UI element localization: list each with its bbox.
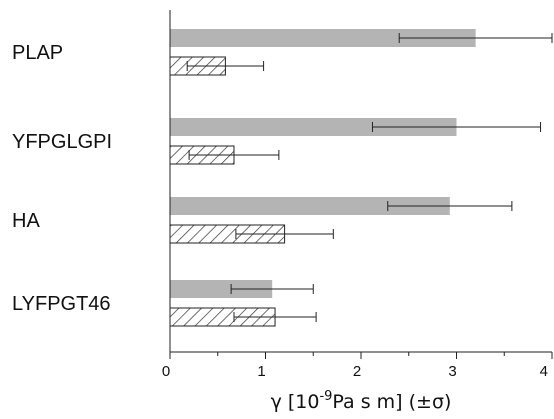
category-labels: PLAP YFPGLGPI HA LYFPGT46 [12,42,112,315]
x-tick-label: 1 [257,363,265,380]
error-bars [186,33,553,322]
category-label: PLAP [12,42,63,64]
x-tick-label: 2 [353,363,361,380]
x-axis-title-pre: γ [10 [271,391,320,413]
x-axis-title-sup: -9 [319,389,332,404]
solid-bar [170,280,273,298]
x-axis-title-post: Pa s m] (±σ) [332,391,451,413]
solid-bar [170,197,450,215]
x-tick-label: 4 [540,363,548,380]
category-label: HA [12,210,40,232]
x-tick-label: 0 [162,363,170,380]
x-tick-label: 3 [448,363,456,380]
category-label: LYFPGT46 [12,293,111,315]
bars [169,29,476,327]
x-axis-title: γ [10-9Pa s m] (±σ) [271,389,452,413]
solid-bar [170,118,457,136]
x-axis-ticks: 0 1 2 3 4 [162,352,553,380]
category-label: YFPGLGPI [12,131,112,153]
